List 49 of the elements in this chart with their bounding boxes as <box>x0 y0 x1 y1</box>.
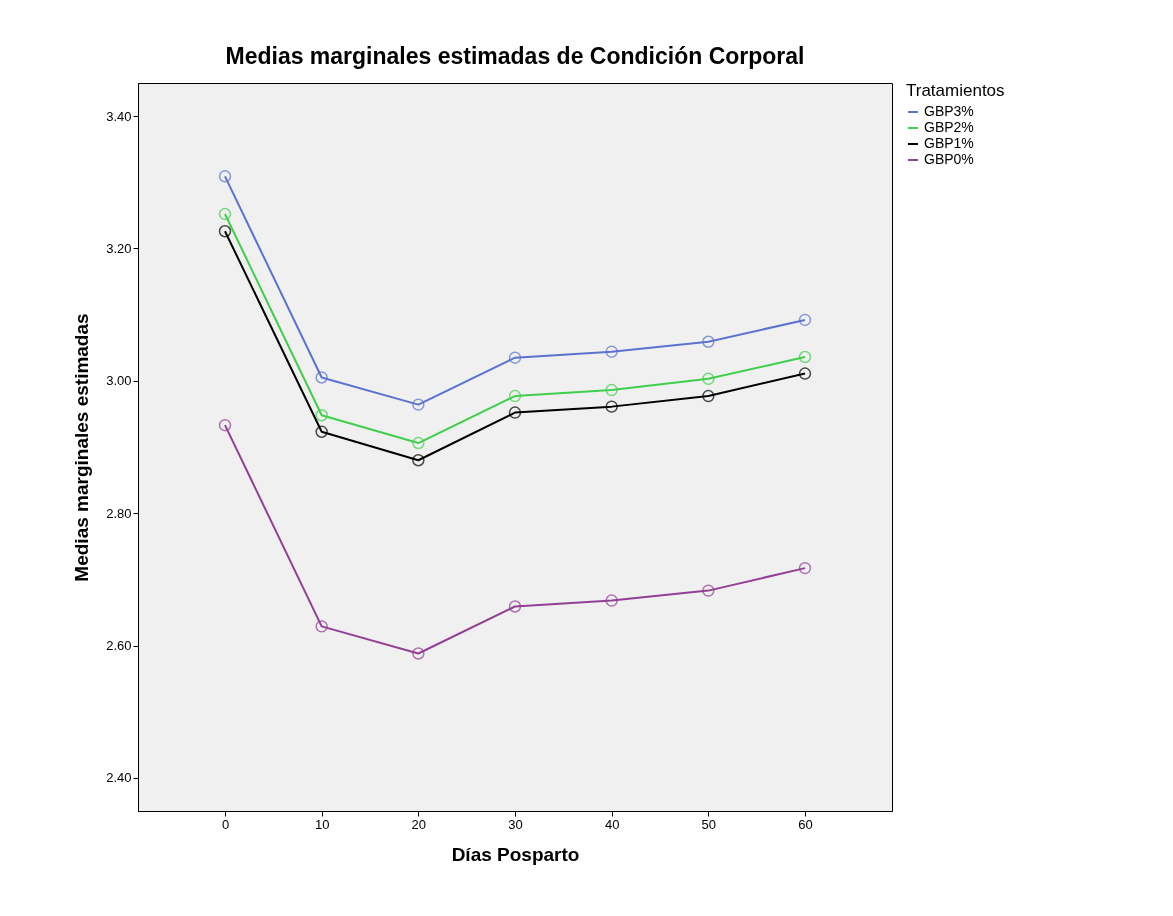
chart-title: Medias marginales estimadas de Condición Corporal <box>225 43 805 69</box>
point <box>605 383 618 397</box>
point <box>798 313 812 327</box>
y-tick-label: 2.40 <box>106 770 132 786</box>
x-tick-label: 0 <box>221 816 230 832</box>
point <box>702 335 715 348</box>
point <box>508 600 522 613</box>
point <box>508 389 522 403</box>
x-axis-title: Días Posparto <box>451 843 580 865</box>
y-axis-title: Medias marginales estimadas <box>71 313 93 582</box>
point <box>605 400 618 413</box>
point <box>218 170 232 183</box>
y-tick-label: 3.20 <box>106 240 132 256</box>
legend-title: Tratamientos <box>906 81 1005 100</box>
point <box>315 620 328 633</box>
point <box>508 406 522 419</box>
point <box>798 561 812 575</box>
legend-label: GBP2% <box>924 119 974 135</box>
point <box>605 594 618 607</box>
point <box>218 418 232 432</box>
x-tick-label: 40 <box>604 816 620 832</box>
y-tick-label: 3.00 <box>106 373 132 389</box>
point <box>702 372 715 386</box>
x-tick-label: 60 <box>798 816 813 832</box>
y-tick-label: 2.60 <box>106 638 132 654</box>
point <box>412 398 425 411</box>
point <box>218 207 232 221</box>
y-tick-label: 2.80 <box>106 505 132 521</box>
point <box>605 345 618 358</box>
x-tick-label: 20 <box>411 816 427 832</box>
point <box>315 371 328 384</box>
point <box>702 584 715 597</box>
x-tick-label: 50 <box>701 816 717 832</box>
point <box>798 350 812 364</box>
y-tick-label: 3.40 <box>106 108 132 124</box>
point <box>798 367 812 380</box>
point <box>412 454 425 467</box>
point <box>702 389 715 403</box>
point <box>315 425 328 438</box>
legend-label: GBP0% <box>924 151 974 167</box>
point <box>412 436 425 450</box>
x-tick-label: 10 <box>314 816 330 832</box>
legend-label: GBP3% <box>924 103 974 119</box>
point <box>508 351 522 364</box>
point <box>315 409 328 422</box>
point <box>412 647 425 660</box>
point <box>218 225 232 238</box>
legend-label: GBP1% <box>924 135 974 151</box>
x-tick-label: 30 <box>508 816 523 832</box>
